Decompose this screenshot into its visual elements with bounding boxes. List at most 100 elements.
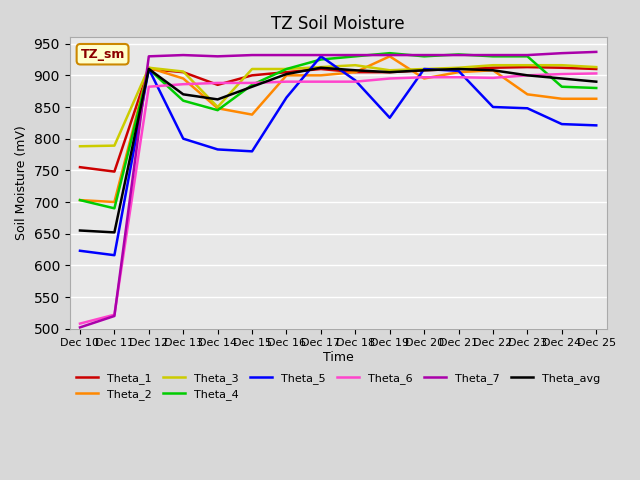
Theta_1 [248, 72, 256, 78]
Theta_5 [248, 148, 256, 154]
Theta_2 [317, 72, 324, 78]
Theta_1 [420, 67, 428, 73]
Theta_6 [524, 72, 531, 78]
Theta_4 [489, 53, 497, 59]
Theta_3 [593, 64, 600, 70]
Theta_2 [420, 76, 428, 82]
Theta_avg [351, 67, 359, 73]
Theta_1 [283, 69, 291, 75]
Theta_3 [283, 66, 291, 72]
Line: Theta_2: Theta_2 [80, 56, 596, 202]
Theta_avg [283, 71, 291, 77]
Theta_3 [455, 65, 463, 71]
Theta_7 [351, 52, 359, 58]
Theta_3 [111, 143, 118, 148]
Line: Theta_6: Theta_6 [80, 73, 596, 324]
Theta_1 [455, 66, 463, 72]
Theta_6 [248, 80, 256, 86]
Theta_2 [76, 197, 84, 203]
Line: Theta_5: Theta_5 [80, 56, 596, 255]
Theta_avg [214, 96, 221, 102]
Theta_5 [76, 248, 84, 253]
Theta_4 [386, 50, 394, 56]
Theta_1 [386, 69, 394, 75]
Theta_7 [420, 52, 428, 58]
Line: Theta_1: Theta_1 [80, 67, 596, 172]
Line: Theta_7: Theta_7 [80, 52, 596, 327]
Theta_avg [179, 92, 187, 97]
Theta_7 [489, 52, 497, 58]
Theta_2 [386, 53, 394, 59]
Theta_2 [248, 112, 256, 118]
Theta_7 [386, 52, 394, 58]
Theta_3 [420, 66, 428, 72]
Theta_1 [317, 66, 324, 72]
Theta_avg [386, 69, 394, 75]
Theta_4 [76, 197, 84, 203]
Theta_4 [420, 53, 428, 59]
Theta_7 [524, 52, 531, 58]
Theta_7 [145, 53, 153, 59]
Theta_6 [214, 80, 221, 86]
Theta_3 [214, 104, 221, 110]
Theta_5 [351, 78, 359, 84]
Theta_6 [386, 76, 394, 82]
Theta_3 [76, 144, 84, 149]
Theta_6 [455, 74, 463, 80]
Theta_avg [558, 76, 566, 82]
Theta_6 [111, 312, 118, 318]
Theta_6 [558, 71, 566, 77]
Theta_1 [351, 69, 359, 75]
Theta_2 [593, 96, 600, 102]
Theta_4 [317, 57, 324, 62]
Theta_avg [145, 66, 153, 72]
Theta_2 [455, 69, 463, 75]
Theta_avg [593, 79, 600, 84]
Theta_3 [351, 62, 359, 68]
Theta_5 [489, 104, 497, 110]
Theta_4 [558, 84, 566, 90]
Theta_7 [317, 52, 324, 58]
Theta_6 [489, 75, 497, 81]
Theta_avg [489, 67, 497, 73]
Theta_avg [111, 229, 118, 235]
Theta_2 [214, 106, 221, 111]
Title: TZ Soil Moisture: TZ Soil Moisture [271, 15, 405, 33]
Theta_4 [179, 98, 187, 104]
Theta_2 [524, 92, 531, 97]
Theta_3 [558, 62, 566, 68]
Theta_avg [76, 228, 84, 233]
Theta_4 [283, 66, 291, 72]
Theta_6 [283, 79, 291, 84]
Theta_3 [524, 62, 531, 68]
Theta_5 [455, 68, 463, 74]
Theta_5 [317, 53, 324, 59]
Theta_6 [145, 84, 153, 90]
Theta_6 [317, 79, 324, 84]
Theta_1 [214, 82, 221, 88]
Theta_5 [283, 95, 291, 100]
Theta_4 [593, 85, 600, 91]
Theta_avg [420, 67, 428, 73]
X-axis label: Time: Time [323, 351, 353, 364]
Theta_1 [76, 164, 84, 170]
Theta_2 [351, 69, 359, 75]
Theta_4 [145, 66, 153, 72]
Theta_6 [179, 81, 187, 87]
Theta_7 [76, 324, 84, 330]
Y-axis label: Soil Moisture (mV): Soil Moisture (mV) [15, 126, 28, 240]
Theta_7 [558, 50, 566, 56]
Theta_1 [558, 65, 566, 71]
Theta_2 [145, 65, 153, 71]
Theta_1 [111, 169, 118, 175]
Theta_4 [455, 51, 463, 57]
Theta_5 [420, 66, 428, 72]
Theta_7 [179, 52, 187, 58]
Text: TZ_sm: TZ_sm [81, 48, 125, 61]
Theta_6 [76, 321, 84, 326]
Theta_7 [283, 52, 291, 58]
Theta_3 [386, 67, 394, 73]
Theta_4 [524, 53, 531, 59]
Theta_6 [593, 71, 600, 76]
Theta_5 [179, 136, 187, 142]
